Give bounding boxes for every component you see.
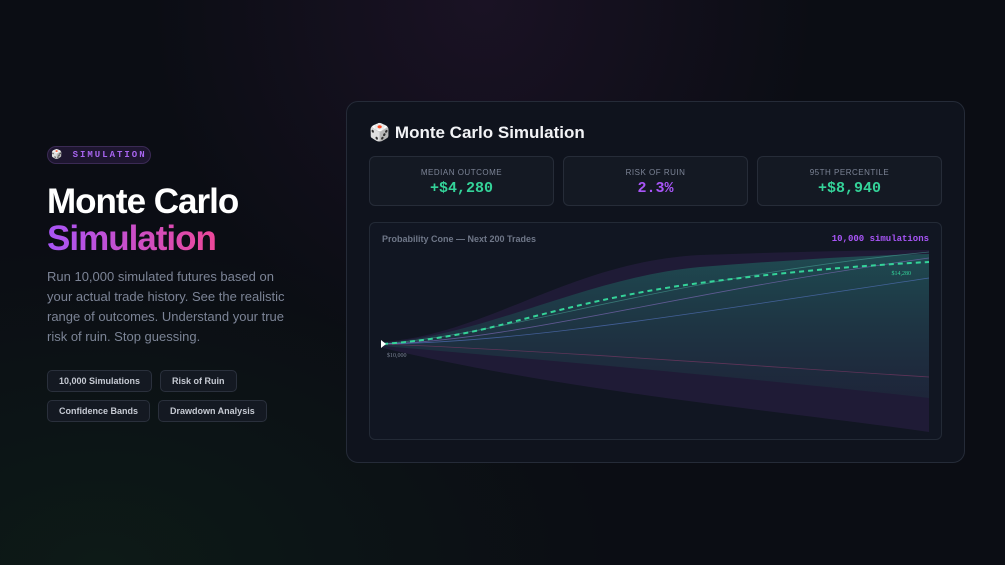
badge-icon: 🎲: [51, 150, 65, 160]
stat-label: 95TH PERCENTILE: [809, 168, 890, 177]
sim-path: [382, 343, 930, 378]
start-label: $10,000: [387, 352, 407, 359]
card-title: 🎲 Monte Carlo Simulation: [369, 123, 585, 143]
stat-value: +$4,280: [429, 180, 493, 197]
tag-list: 10,000 Simulations Risk of Ruin Confiden…: [47, 370, 277, 422]
chart-count: 10,000 simulations: [831, 234, 929, 244]
hero-title-accent: Simulation: [47, 219, 217, 258]
stat-value: 2.3%: [637, 180, 674, 197]
hero-description: Run 10,000 simulated futures based on yo…: [47, 269, 285, 344]
stat-label: MEDIAN OUTCOME: [420, 168, 503, 177]
sim-path: [382, 257, 930, 345]
tag: Risk of Ruin: [160, 370, 237, 392]
inner-band: [383, 254, 929, 398]
stat-label: RISK OF RUIN: [625, 168, 686, 177]
tag: Drawdown Analysis: [158, 400, 267, 422]
hero-title: Monte Carlo: [47, 182, 239, 221]
cone-chart: $10,000 $14,280: [381, 250, 930, 432]
median-path: [382, 261, 930, 345]
tag: Confidence Bands: [47, 400, 151, 422]
badge: 🎲 SIMULATION: [47, 146, 151, 164]
start-marker: [381, 340, 386, 348]
stat-box: MEDIAN OUTCOME +$4,280: [369, 156, 554, 206]
stat-value: +$8,940: [817, 180, 881, 197]
stat-box: RISK OF RUIN 2.3%: [563, 156, 748, 206]
card-title-text: Monte Carlo Simulation: [394, 123, 585, 142]
badge-text: SIMULATION: [72, 150, 147, 160]
chart-panel: $10,000 $14,280: [369, 222, 942, 440]
stat-box: 95TH PERCENTILE +$8,940: [757, 156, 942, 206]
end-label: $14,280: [892, 270, 912, 277]
tag: 10,000 Simulations: [47, 370, 153, 392]
sim-path: [382, 277, 930, 345]
chart-title: Probability Cone — Next 200 Trades: [382, 234, 537, 244]
card-icon: 🎲: [369, 123, 391, 142]
